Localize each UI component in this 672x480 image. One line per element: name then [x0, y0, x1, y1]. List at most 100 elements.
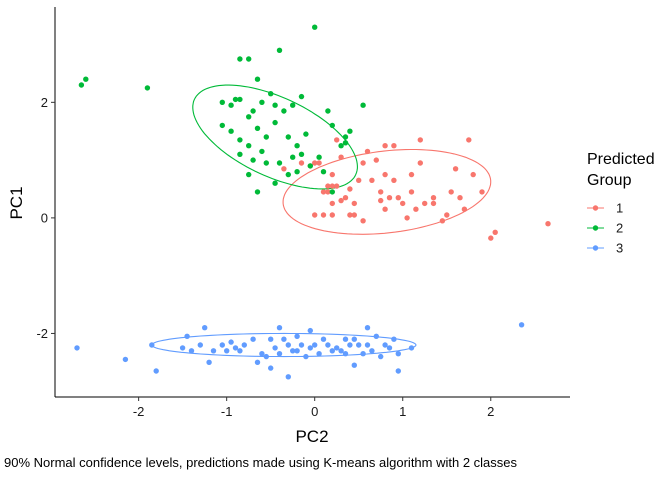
point-group-3 — [518, 322, 525, 328]
point-group-1 — [298, 160, 305, 166]
point-group-1 — [334, 183, 340, 189]
point-group-3 — [179, 345, 186, 351]
data-points — [74, 24, 551, 380]
point-group-2 — [237, 137, 243, 143]
point-group-3 — [408, 345, 415, 351]
point-group-1 — [378, 197, 384, 204]
point-group-3 — [188, 348, 195, 354]
point-group-2 — [219, 122, 225, 129]
confidence-ellipse-group-1 — [282, 148, 492, 235]
point-group-3 — [325, 342, 331, 348]
point-group-1 — [470, 171, 476, 178]
point-group-2 — [276, 47, 283, 53]
point-group-3 — [228, 339, 234, 345]
point-group-2 — [263, 134, 269, 140]
point-group-1 — [466, 137, 472, 143]
point-group-1 — [338, 197, 344, 204]
point-group-1 — [404, 215, 410, 221]
point-group-1 — [312, 160, 318, 166]
point-group-2 — [298, 93, 305, 100]
point-group-1 — [382, 143, 388, 149]
point-group-3 — [263, 353, 269, 360]
point-group-1 — [448, 189, 454, 195]
point-group-1 — [356, 177, 362, 183]
point-group-3 — [272, 345, 278, 351]
point-group-1 — [329, 171, 335, 178]
point-group-2 — [254, 125, 261, 131]
point-group-3 — [74, 345, 80, 351]
point-group-3 — [347, 342, 353, 348]
point-group-1 — [395, 195, 401, 201]
legend-label: 1 — [616, 201, 623, 216]
point-group-1 — [329, 200, 335, 207]
point-group-1 — [325, 189, 331, 195]
point-group-3 — [303, 353, 309, 360]
x-axis-ticks: -2 -1 0 1 2 — [133, 397, 494, 419]
point-group-2 — [307, 163, 313, 169]
legend-key-point — [592, 205, 599, 211]
point-group-3 — [307, 327, 313, 334]
point-group-3 — [334, 345, 340, 351]
point-group-1 — [391, 177, 397, 183]
point-group-1 — [408, 171, 415, 178]
point-group-2 — [263, 160, 269, 166]
point-group-2 — [342, 140, 349, 146]
legend: Predicted Group 1 2 3 — [587, 151, 655, 256]
point-group-3 — [281, 336, 287, 342]
legend-item-3: 3 — [587, 241, 623, 256]
legend-label: 3 — [616, 241, 623, 256]
x-tick-label: 1 — [399, 404, 406, 419]
point-group-2 — [78, 82, 85, 88]
point-group-3 — [294, 333, 300, 339]
point-group-3 — [219, 342, 225, 348]
legend-item-1: 1 — [587, 201, 623, 216]
point-group-3 — [364, 342, 371, 348]
point-group-3 — [351, 336, 357, 342]
point-group-1 — [391, 143, 397, 149]
point-group-2 — [246, 143, 252, 149]
y-tick-label: 2 — [41, 95, 48, 110]
x-tick-label: -2 — [133, 404, 145, 419]
point-group-1 — [342, 195, 349, 201]
point-group-1 — [386, 195, 393, 201]
point-group-1 — [373, 157, 379, 163]
point-group-1 — [281, 166, 287, 172]
point-group-1 — [360, 218, 366, 224]
point-group-2 — [250, 108, 256, 114]
point-group-1 — [320, 212, 327, 218]
point-group-2 — [329, 122, 335, 129]
point-group-1 — [347, 212, 353, 218]
legend-title-line-1: Predicted — [587, 151, 655, 168]
point-group-2 — [254, 189, 261, 195]
point-group-3 — [395, 368, 401, 374]
point-group-1 — [316, 160, 322, 166]
point-group-3 — [254, 359, 261, 365]
point-group-2 — [228, 102, 234, 108]
point-group-2 — [290, 102, 296, 108]
point-group-3 — [285, 374, 291, 380]
point-group-2 — [250, 157, 256, 163]
point-group-2 — [312, 24, 318, 30]
point-group-2 — [320, 169, 327, 175]
point-group-2 — [144, 85, 151, 91]
point-group-1 — [378, 189, 384, 195]
point-group-1 — [351, 200, 357, 207]
point-group-3 — [290, 348, 296, 354]
point-group-2 — [281, 108, 287, 114]
point-group-1 — [400, 200, 406, 207]
point-group-1 — [492, 229, 498, 235]
point-group-2 — [268, 91, 274, 97]
point-group-3 — [268, 365, 274, 371]
point-group-3 — [210, 348, 217, 354]
point-group-1 — [417, 137, 423, 143]
point-group-3 — [259, 351, 265, 357]
point-group-2 — [329, 189, 335, 195]
point-group-3 — [149, 342, 155, 348]
point-group-1 — [364, 148, 371, 155]
point-group-3 — [153, 368, 159, 374]
point-group-3 — [232, 345, 239, 351]
point-group-1 — [430, 200, 437, 207]
legend-title-line-2: Group — [587, 172, 632, 189]
point-group-1 — [422, 200, 428, 207]
